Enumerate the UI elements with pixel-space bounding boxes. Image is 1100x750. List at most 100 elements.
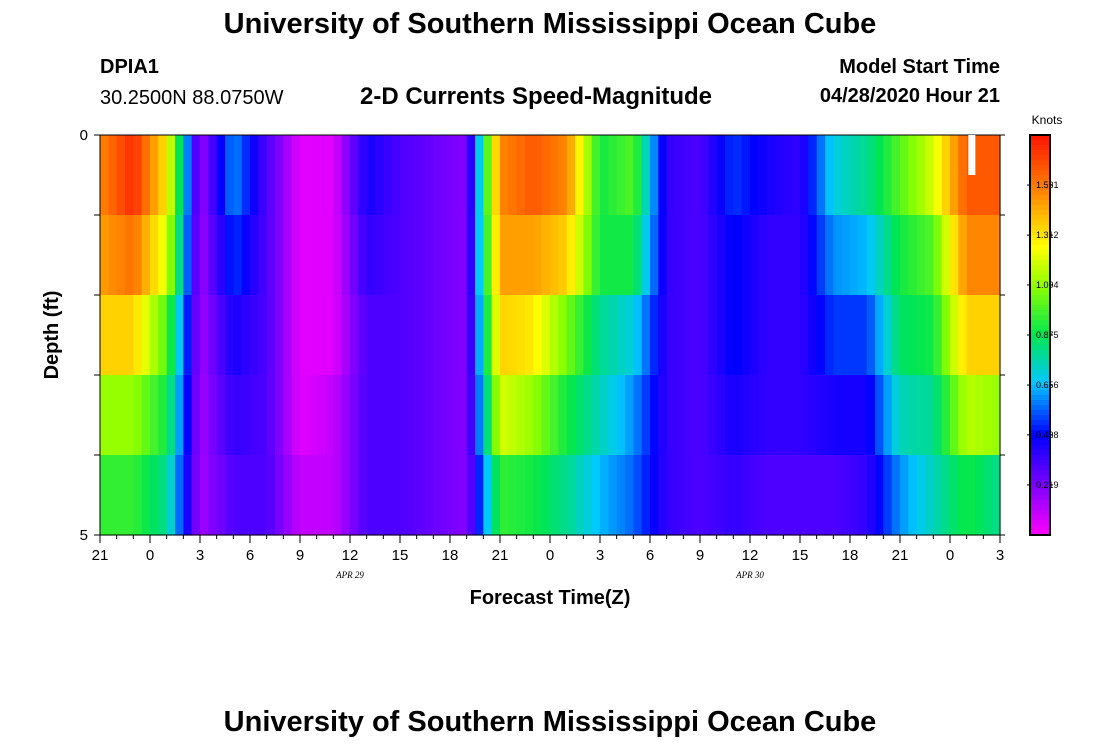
heatmap-cell (716, 455, 726, 536)
colorbar-band (1030, 215, 1050, 221)
x-tick-label: 21 (892, 547, 909, 564)
x-tick-label: 0 (546, 547, 554, 564)
colorbar-band (1030, 380, 1050, 386)
heatmap-cell (891, 215, 901, 296)
heatmap-cell (158, 295, 168, 376)
heatmap-cell (241, 295, 251, 376)
heatmap-cell (141, 215, 151, 296)
x-tick-label: 0 (146, 547, 154, 564)
heatmap-cell (233, 455, 243, 536)
heatmap-cell (391, 135, 401, 216)
heatmap-cell (108, 295, 118, 376)
heatmap-cell (333, 375, 343, 456)
heatmap-cell (716, 295, 726, 376)
colorbar-band (1030, 510, 1050, 516)
heatmap-cell (658, 135, 668, 216)
heatmap-cell (458, 375, 468, 456)
heatmap-cell (791, 295, 801, 376)
heatmap-cell (183, 215, 193, 296)
heatmap-cell (325, 295, 334, 376)
heatmap-cell (941, 375, 951, 456)
heatmap-cell (216, 455, 226, 536)
heatmap-cell (250, 375, 259, 456)
heatmap-cell (300, 455, 309, 536)
colorbar-band (1030, 165, 1050, 171)
heatmap-cell (666, 375, 676, 456)
heatmap-cell (800, 375, 809, 456)
heatmap-cell (908, 215, 918, 296)
colorbar-band (1030, 155, 1050, 161)
colorbar-band (1030, 395, 1050, 401)
heatmap-cell (175, 135, 184, 216)
heatmap-cell (658, 295, 668, 376)
heatmap-cell (700, 215, 709, 296)
colorbar-band (1030, 465, 1050, 471)
heatmap-cell (258, 295, 268, 376)
colorbar-band (1030, 150, 1050, 156)
heatmap-cell (900, 455, 909, 536)
heatmap-cell (566, 135, 576, 216)
heatmap-cell (383, 375, 393, 456)
heatmap-cell (800, 135, 809, 216)
heatmap-cell (100, 135, 109, 216)
x-tick-label: 15 (392, 547, 409, 564)
heatmap-cell (191, 455, 201, 536)
colorbar-band (1030, 415, 1050, 421)
heatmap-cell (133, 295, 143, 376)
heatmap-cell (250, 295, 259, 376)
heatmap-cell (100, 455, 109, 536)
heatmap-cell (975, 295, 984, 376)
colorbar-band (1030, 230, 1050, 236)
heatmap-cell (383, 135, 393, 216)
heatmap-cell (508, 375, 518, 456)
heatmap-cell (883, 375, 893, 456)
heatmap-cell (733, 135, 743, 216)
heatmap-cell (808, 215, 818, 296)
heatmap-cell (675, 375, 684, 456)
heatmap-cell (600, 455, 609, 536)
colorbar-band (1030, 500, 1050, 506)
heatmap-cell (350, 455, 359, 536)
heatmap-cell (658, 375, 668, 456)
x-tick-label: 12 (742, 547, 759, 564)
heatmap-cell (566, 455, 576, 536)
heatmap-cell (858, 135, 868, 216)
heatmap-cell (575, 135, 584, 216)
x-tick-label: 3 (996, 547, 1004, 564)
heatmap-cell (633, 455, 643, 536)
colorbar-band (1030, 310, 1050, 316)
heatmap-cell (508, 295, 518, 376)
heatmap-cell (866, 135, 876, 216)
heatmap-cell (825, 455, 834, 536)
heatmap-cell (116, 135, 126, 216)
heatmap-cell (733, 455, 743, 536)
heatmap-cell (741, 215, 751, 296)
heatmap-cell (108, 215, 118, 296)
x-tick-label: 18 (842, 547, 859, 564)
heatmap-cell (991, 375, 1001, 456)
heatmap-cell (466, 135, 476, 216)
heatmap-cell (100, 215, 109, 296)
colorbar-band (1030, 475, 1050, 481)
heatmap-cell (508, 135, 518, 216)
heatmap-cell (258, 375, 268, 456)
colorbar-band (1030, 195, 1050, 201)
heatmap-cell (325, 215, 334, 296)
colorbar-band (1030, 480, 1050, 486)
heatmap-cell (366, 375, 376, 456)
heatmap-cell (541, 215, 551, 296)
heatmap-cell (500, 295, 509, 376)
colorbar-band (1030, 200, 1050, 206)
heatmap-cell (191, 295, 201, 376)
heatmap-cell (375, 375, 384, 456)
heatmap-cell (191, 375, 201, 456)
y-axis: 05 (80, 127, 1005, 544)
heatmap-cell (608, 295, 618, 376)
heatmap-cell (333, 295, 343, 376)
heatmap-cell (958, 215, 968, 296)
heatmap-cell (125, 455, 134, 536)
heatmap-cell (950, 135, 959, 216)
heatmap-cell (266, 295, 276, 376)
heatmap-cell (533, 375, 543, 456)
